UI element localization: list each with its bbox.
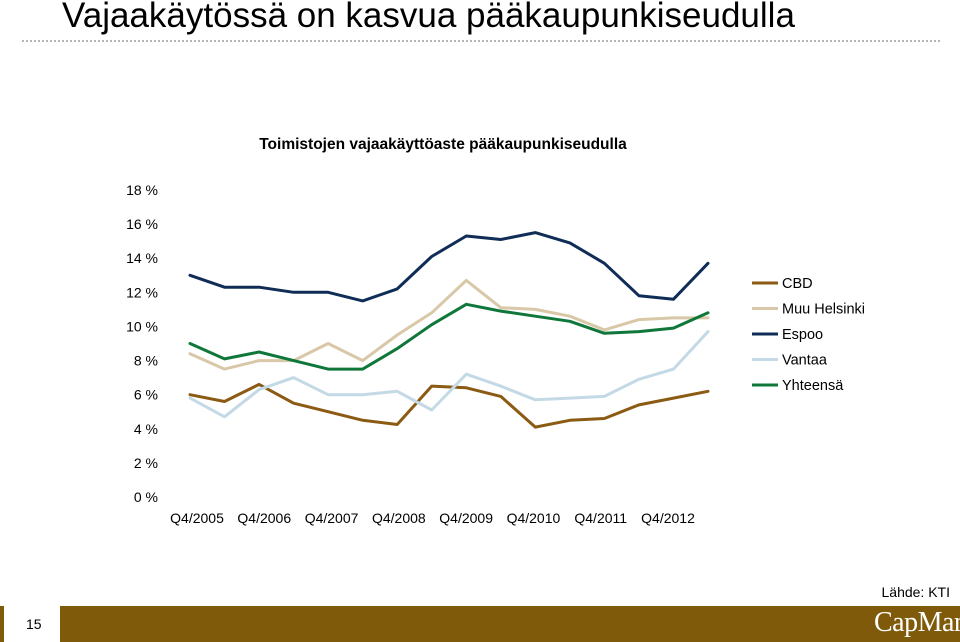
- y-tick-label: 16 %: [126, 216, 158, 232]
- series-line-vantaa: [188, 330, 710, 419]
- source-note: Lähde: KTI: [881, 584, 951, 600]
- legend-label: Muu Helsinki: [782, 302, 865, 318]
- slide-title: Vajaakäytössä on kasvua pääkaupunkiseudu…: [62, 0, 795, 35]
- series-line-muu-helsinki: [188, 278, 710, 371]
- chart-title: Toimistojen vajaakäyttöaste pääkaupunkis…: [259, 136, 627, 153]
- x-axis-ticks: Q4/2005 Q4/2006 Q4/2007 Q4/2008 Q4/2009 Q4/20…: [170, 510, 695, 526]
- legend-label: Espoo: [782, 327, 823, 343]
- page-number: 15: [26, 616, 42, 632]
- legend: CBD Muu Helsinki Espoo Vantaa Yhteensä: [752, 276, 865, 394]
- y-axis-ticks: 0 % 2 % 4 % 6 % 8 % 10 % 12 % 14 % 16 % 18 %: [126, 182, 158, 505]
- x-tick-label: Q4/2006: [237, 510, 291, 526]
- y-tick-label: 2 %: [134, 455, 158, 471]
- series-line-espoo: [188, 231, 710, 303]
- company-logo: CapMan: [874, 607, 960, 638]
- series-line-cbd: [188, 382, 710, 429]
- y-tick-label: 14 %: [126, 250, 158, 266]
- legend-label: CBD: [782, 276, 813, 292]
- legend-label: Vantaa: [782, 353, 828, 369]
- y-tick-label: 6 %: [134, 387, 158, 403]
- series-lines: [188, 231, 710, 429]
- legend-label: Yhteensä: [782, 378, 844, 394]
- y-tick-label: 4 %: [134, 421, 158, 437]
- x-tick-label: Q4/2011: [574, 510, 627, 526]
- y-tick-label: 8 %: [134, 353, 158, 369]
- x-tick-label: Q4/2008: [372, 510, 426, 526]
- line-chart: Toimistojen vajaakäyttöaste pääkaupunkis…: [126, 136, 865, 526]
- y-tick-label: 18 %: [126, 182, 158, 198]
- x-tick-label: Q4/2010: [507, 510, 561, 526]
- series-line-yhteensä: [188, 302, 710, 371]
- y-tick-label: 10 %: [126, 318, 158, 334]
- title-divider: [22, 40, 940, 42]
- y-tick-label: 0 %: [134, 489, 158, 505]
- footer-bar: [0, 606, 960, 642]
- x-tick-label: Q4/2005: [170, 510, 224, 526]
- x-tick-label: Q4/2007: [305, 510, 359, 526]
- page-number-box: [4, 606, 60, 642]
- x-tick-label: Q4/2009: [439, 510, 493, 526]
- x-tick-label: Q4/2012: [641, 510, 695, 526]
- y-tick-label: 12 %: [126, 284, 158, 300]
